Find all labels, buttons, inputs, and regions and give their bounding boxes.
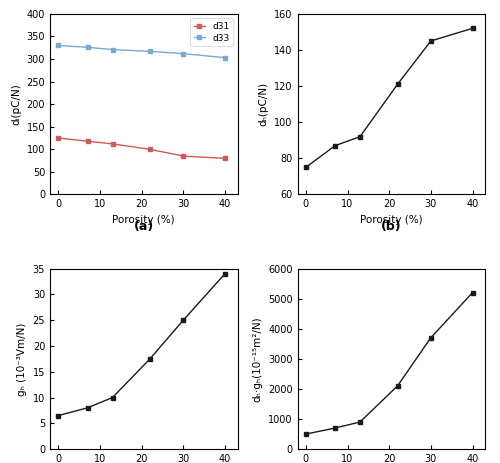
d31: [110, 141, 116, 147]
X-axis label: Porosity (%): Porosity (%): [112, 215, 175, 225]
X-axis label: Porosity (%): Porosity (%): [360, 215, 422, 225]
Y-axis label: gₕ (10⁻³Vm/N): gₕ (10⁻³Vm/N): [17, 322, 27, 395]
Y-axis label: dᵢ(pC/N): dᵢ(pC/N): [11, 83, 21, 125]
Line: d31: d31: [56, 136, 228, 161]
d33: [180, 51, 186, 56]
d31: [222, 156, 228, 161]
Text: (b): (b): [381, 220, 402, 233]
d33: [222, 55, 228, 61]
Legend: d31, d33: d31, d33: [190, 19, 233, 46]
Line: d33: d33: [56, 43, 228, 60]
Y-axis label: dₕ·gₕ(10⁻¹⁵m²/N): dₕ·gₕ(10⁻¹⁵m²/N): [252, 316, 262, 401]
d31: [56, 135, 62, 141]
d31: [147, 146, 153, 152]
d31: [180, 153, 186, 159]
d31: [84, 138, 90, 144]
Y-axis label: dₕ(pC/N): dₕ(pC/N): [258, 82, 268, 126]
d33: [147, 49, 153, 54]
d33: [84, 44, 90, 50]
Text: (a): (a): [134, 220, 154, 233]
d33: [110, 47, 116, 52]
d33: [56, 43, 62, 48]
